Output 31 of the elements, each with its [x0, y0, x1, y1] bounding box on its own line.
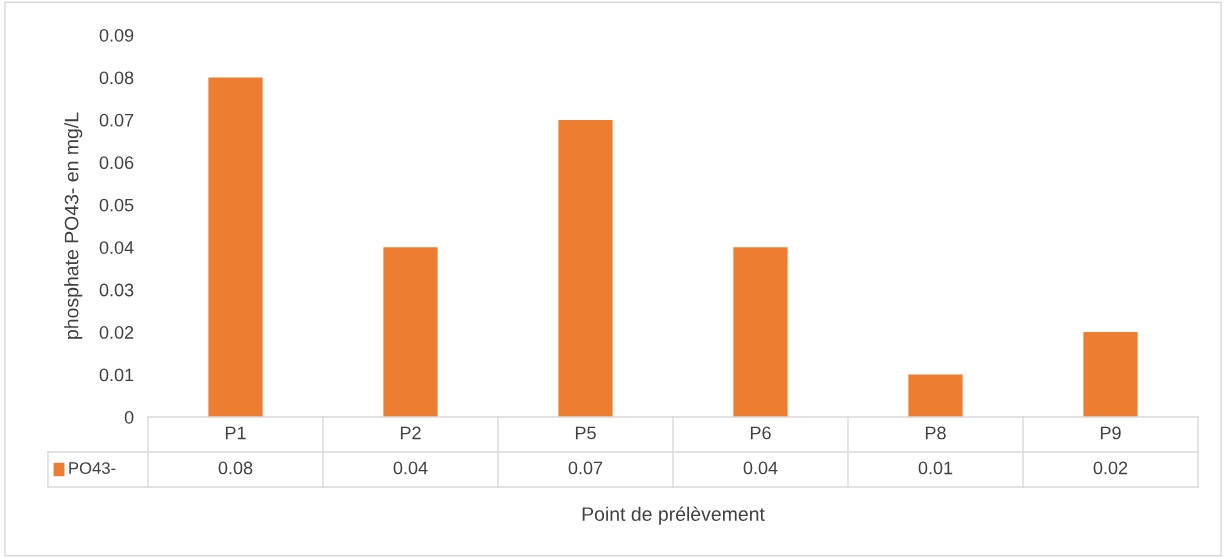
y-tick-label: 0.03 — [99, 283, 134, 297]
bar — [558, 119, 613, 417]
bar — [383, 247, 438, 417]
y-axis-title: phosphate PO43- en mg/L — [64, 112, 83, 339]
data-label: 0.01 — [918, 461, 953, 475]
bar — [908, 374, 963, 417]
y-tick-label: 0.06 — [99, 156, 134, 170]
data-label: 0.07 — [568, 461, 603, 475]
x-tick-label: P6 — [750, 426, 771, 440]
bar — [733, 247, 788, 417]
y-tick-label: 0.04 — [99, 241, 134, 254]
y-tick-label: 0 — [124, 410, 134, 424]
data-label: 0.04 — [743, 461, 778, 475]
x-axis-title: Point de prélèvement — [582, 506, 765, 525]
bar — [208, 77, 263, 417]
y-tick-label: 0.09 — [99, 28, 134, 42]
data-label: 0.04 — [393, 461, 428, 475]
data-label: 0.08 — [218, 461, 253, 475]
bar — [1083, 332, 1138, 417]
x-tick-label: P1 — [225, 426, 246, 440]
data-label: 0.02 — [1093, 461, 1128, 475]
y-tick-label: 0.05 — [99, 198, 134, 212]
y-tick-label: 0.08 — [99, 71, 134, 85]
y-tick-label: 0.02 — [99, 326, 134, 339]
x-tick-label: P8 — [925, 426, 946, 440]
y-tick-label: 0.01 — [99, 368, 134, 382]
x-tick-label: P2 — [400, 426, 421, 440]
x-tick-label: P5 — [575, 426, 596, 440]
x-tick-label: P9 — [1100, 426, 1121, 440]
legend-label: PO43- — [69, 462, 116, 474]
y-tick-label: 0.07 — [99, 113, 134, 127]
